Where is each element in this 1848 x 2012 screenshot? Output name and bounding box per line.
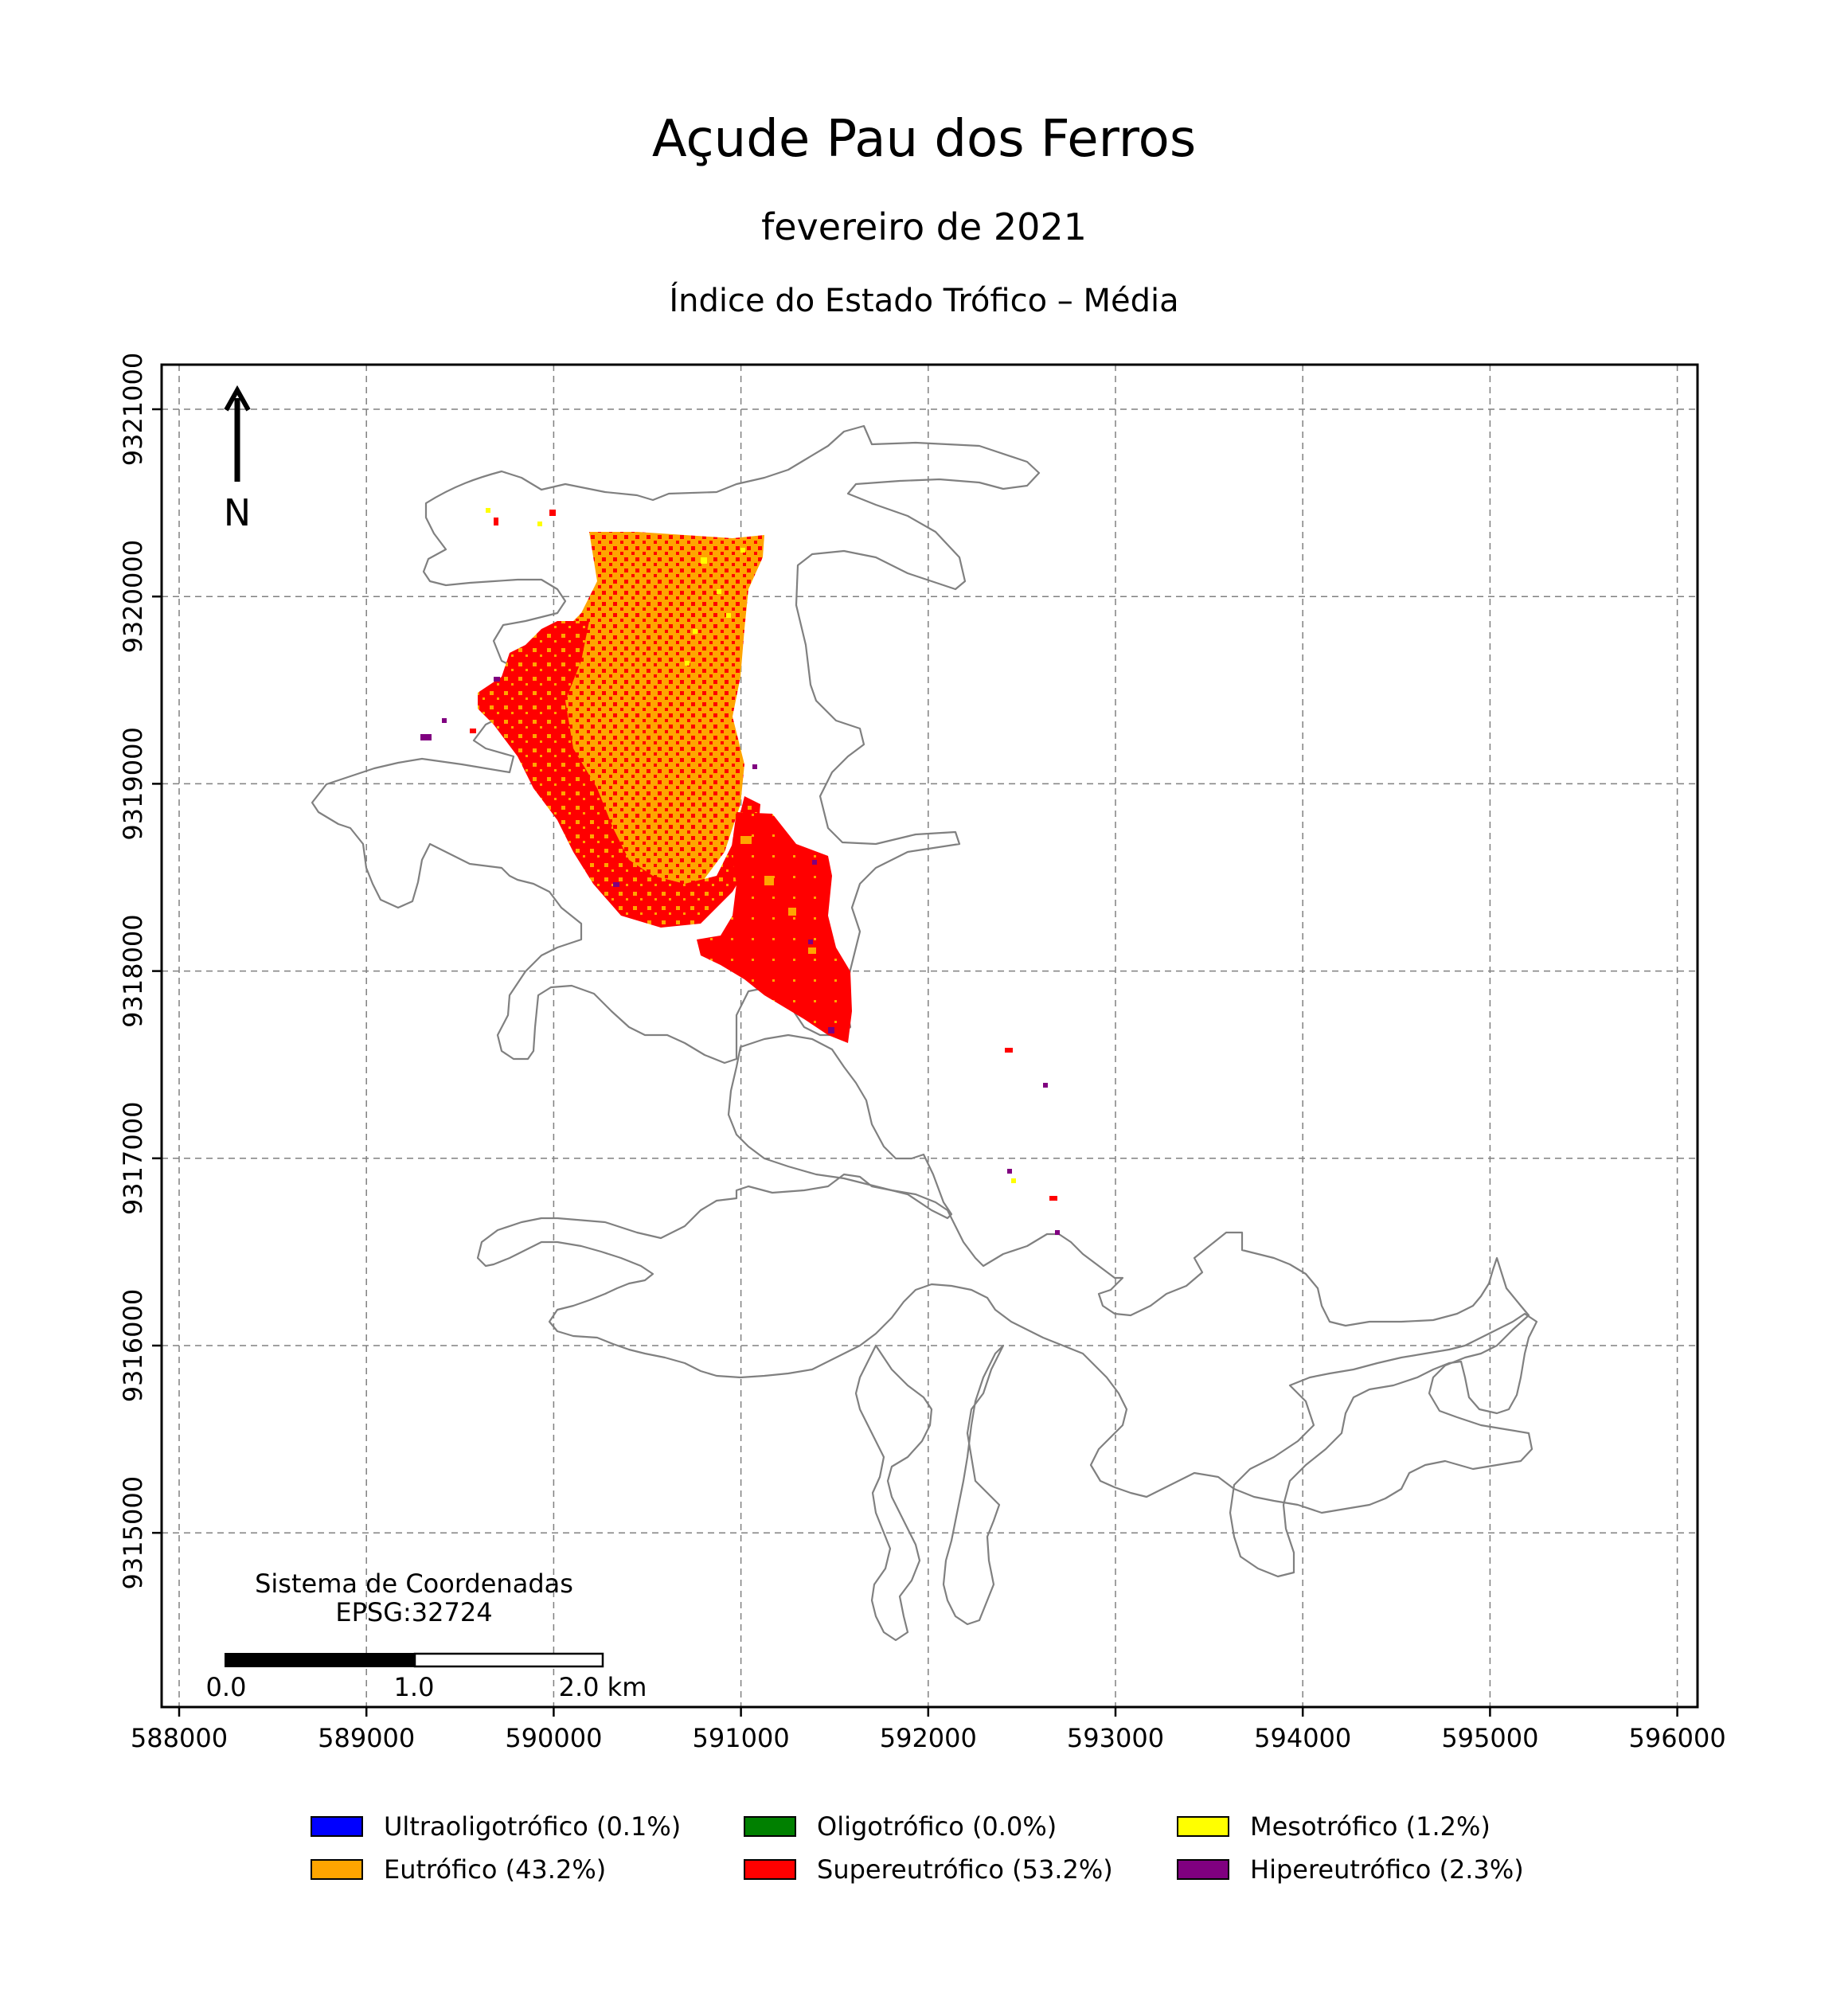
reservoir-outline-far-east xyxy=(1229,1312,1538,1578)
legend-label: Eutrófico (43.2%) xyxy=(384,1854,607,1885)
legend-swatch xyxy=(311,1816,363,1837)
reservoir-outline xyxy=(311,424,1041,1065)
legend-swatch xyxy=(311,1859,363,1880)
y-tick-label: 9321000 xyxy=(118,353,148,467)
x-tick-label: 591000 xyxy=(693,1723,790,1753)
x-tick-label: 594000 xyxy=(1254,1723,1351,1753)
map-subtitle: fevereiro de 2021 xyxy=(761,205,1087,248)
legend-label: Oligotrófico (0.0%) xyxy=(817,1811,1057,1842)
legend-item-supereutrophic: Supereutrófico (53.2%) xyxy=(744,1854,1113,1885)
legend-swatch xyxy=(1177,1816,1229,1837)
x-tick-label: 588000 xyxy=(131,1723,228,1753)
supereutrophic-zone-southeast xyxy=(697,812,852,1043)
map-title: Açude Pau dos Ferros xyxy=(651,110,1197,169)
mesotrophic-pixels xyxy=(486,508,1016,1183)
y-tick-label: 9320000 xyxy=(118,540,148,654)
y-axis: 9321000 9320000 9319000 9318000 9317000 93160… xyxy=(118,353,162,1590)
index-title: Índice do Estado Trófico – Média xyxy=(669,283,1179,319)
legend-swatch xyxy=(744,1859,796,1880)
trophic-raster xyxy=(420,508,1060,1235)
reservoir-outline-southeast xyxy=(942,1344,1005,1626)
hypereutrophic-pixels xyxy=(420,677,1060,1235)
x-tick-label: 590000 xyxy=(505,1723,602,1753)
reservoir-outline-east xyxy=(476,1173,1533,1514)
y-tick-label: 9315000 xyxy=(118,1476,148,1590)
legend-swatch xyxy=(744,1816,796,1837)
legend-label: Mesotrófico (1.2%) xyxy=(1250,1811,1491,1842)
north-arrow: N xyxy=(224,385,251,534)
legend-item-mesotrophic: Mesotrófico (1.2%) xyxy=(1177,1811,1491,1842)
reservoir-outline-south xyxy=(854,1344,933,1642)
scale-label-1: 1.0 xyxy=(394,1672,435,1702)
legend-swatch xyxy=(1177,1859,1229,1880)
supereutrophic-zone-west xyxy=(478,621,760,928)
map-frame xyxy=(160,363,1699,1709)
x-tick-label: 595000 xyxy=(1441,1723,1538,1753)
y-tick-label: 9319000 xyxy=(118,727,148,841)
crs-line-1: Sistema de Coordenadas xyxy=(255,1569,573,1599)
legend-item-eutrophic: Eutrófico (43.2%) xyxy=(311,1854,606,1885)
supereutrophic-pixels-east xyxy=(470,510,1057,1201)
scale-label-2: 2.0 km xyxy=(559,1672,647,1702)
legend-label: Hipereutrófico (2.3%) xyxy=(1250,1854,1524,1885)
legend-item-ultraoligotrophic: Ultraoligotrófico (0.1%) xyxy=(311,1811,681,1842)
north-label: N xyxy=(224,491,251,534)
map-grid xyxy=(162,365,1698,1707)
x-tick-label: 593000 xyxy=(1067,1723,1164,1753)
scale-label-0: 0.0 xyxy=(206,1672,247,1702)
x-tick-label: 589000 xyxy=(318,1723,415,1753)
crs-line-2: EPSG:32724 xyxy=(335,1597,492,1627)
legend: Ultraoligotrófico (0.1%) Oligotrófico (0… xyxy=(311,1811,1584,1915)
x-tick-label: 592000 xyxy=(880,1723,977,1753)
legend-item-oligotrophic: Oligotrófico (0.0%) xyxy=(744,1811,1057,1842)
y-tick-label: 9316000 xyxy=(118,1289,148,1403)
legend-label: Supereutrófico (53.2%) xyxy=(817,1854,1113,1885)
reservoir-outline-lower xyxy=(727,1033,953,1220)
y-tick-label: 9317000 xyxy=(118,1102,148,1216)
x-axis: 588000 589000 590000 591000 592000 593000 5940… xyxy=(131,1707,1726,1753)
x-tick-label: 596000 xyxy=(1629,1723,1726,1753)
legend-label: Ultraoligotrófico (0.1%) xyxy=(384,1811,682,1842)
legend-item-hypereutrophic: Hipereutrófico (2.3%) xyxy=(1177,1854,1524,1885)
y-tick-label: 9318000 xyxy=(118,914,148,1028)
scale-bar: 0.0 1.0 2.0 km xyxy=(206,1652,647,1702)
